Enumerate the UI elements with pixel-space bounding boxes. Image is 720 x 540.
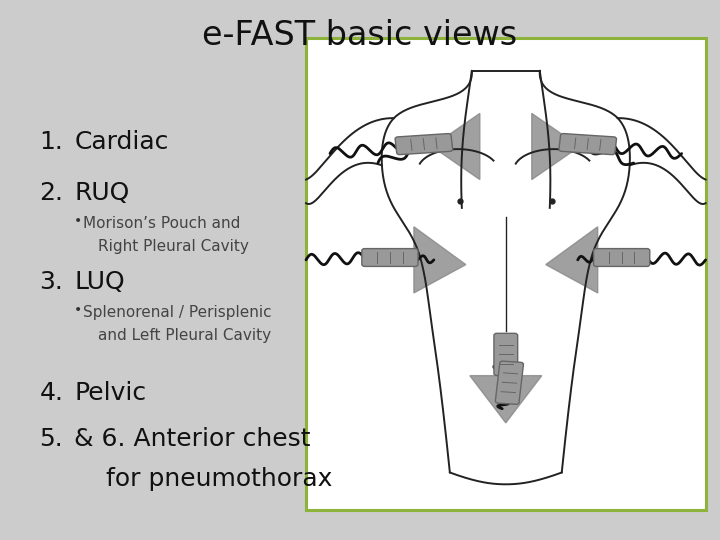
- Polygon shape: [546, 227, 598, 293]
- FancyBboxPatch shape: [306, 38, 706, 510]
- Text: Right Pleural Cavity: Right Pleural Cavity: [98, 239, 249, 254]
- Text: LUQ: LUQ: [74, 270, 125, 294]
- FancyBboxPatch shape: [559, 133, 616, 154]
- Text: •: •: [73, 214, 82, 228]
- Text: & 6. Anterior chest: & 6. Anterior chest: [74, 427, 310, 450]
- Text: Splenorenal / Perisplenic: Splenorenal / Perisplenic: [83, 305, 271, 320]
- Text: e-FAST basic views: e-FAST basic views: [202, 18, 518, 52]
- Text: Morison’s Pouch and: Morison’s Pouch and: [83, 216, 240, 231]
- FancyBboxPatch shape: [593, 248, 649, 266]
- Text: and Left Pleural Cavity: and Left Pleural Cavity: [98, 328, 271, 343]
- FancyBboxPatch shape: [495, 361, 523, 404]
- Polygon shape: [470, 376, 541, 423]
- Text: 5.: 5.: [40, 427, 63, 450]
- Text: Pelvic: Pelvic: [74, 381, 146, 404]
- FancyBboxPatch shape: [395, 133, 453, 154]
- Text: Cardiac: Cardiac: [74, 130, 168, 153]
- FancyBboxPatch shape: [494, 333, 518, 375]
- Text: 4.: 4.: [40, 381, 63, 404]
- Text: RUQ: RUQ: [74, 181, 130, 205]
- Polygon shape: [414, 227, 466, 293]
- Text: 3.: 3.: [40, 270, 63, 294]
- Polygon shape: [432, 113, 480, 179]
- Text: •: •: [73, 303, 82, 317]
- Text: 1.: 1.: [40, 130, 63, 153]
- Text: for pneumothorax: for pneumothorax: [74, 467, 333, 491]
- Text: 2.: 2.: [40, 181, 63, 205]
- FancyBboxPatch shape: [362, 248, 418, 266]
- Polygon shape: [532, 113, 580, 179]
